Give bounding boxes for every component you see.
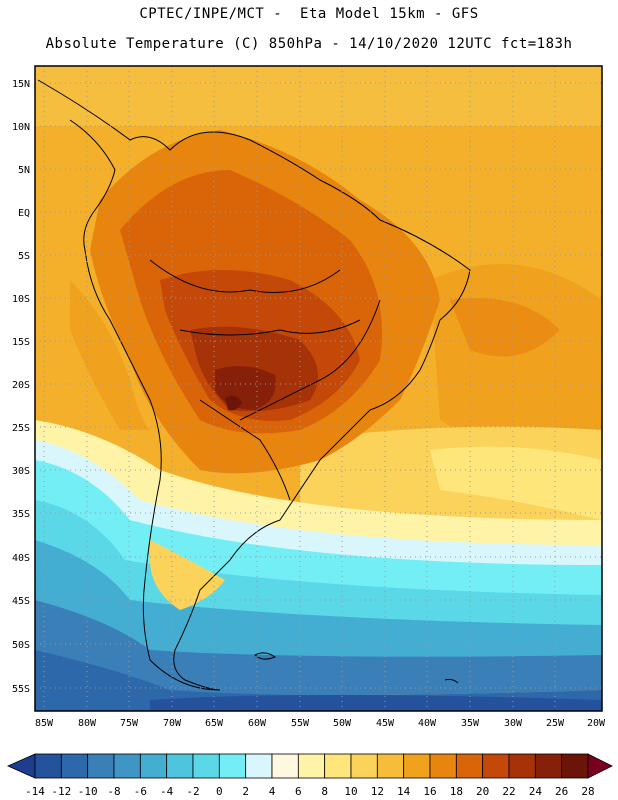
- lat-label: 10N: [12, 122, 30, 133]
- longitude-axis: 85W 80W 75W 70W 65W 60W 55W 50W 45W 40W …: [35, 718, 606, 729]
- lon-label: 20W: [587, 718, 606, 729]
- colorbar-swatch: [508, 753, 536, 779]
- lat-label: 45S: [12, 596, 30, 607]
- colorbar-swatch: [455, 753, 484, 779]
- colorbar-swatch: [403, 753, 431, 779]
- colorbar-label: 12: [371, 785, 384, 798]
- colorbar-swatch: [324, 753, 352, 779]
- colorbar-swatch: [245, 753, 273, 779]
- lon-label: 40W: [418, 718, 437, 729]
- lat-label: 40S: [12, 553, 30, 564]
- lon-label: 70W: [163, 718, 182, 729]
- lat-label: EQ: [18, 208, 30, 219]
- colorbar-swatch: [350, 753, 378, 779]
- colorbar: -14 -12 -10 -8 -6 -4 -2 0 2 4 6 8 10 12 14 16 18 20 22 24 26…: [7, 753, 613, 798]
- colorbar-swatch: [376, 753, 405, 779]
- colorbar-label: 16: [423, 785, 436, 798]
- colorbar-swatch: [166, 753, 194, 779]
- colorbar-label: 28: [581, 785, 594, 798]
- coastlines: [37, 79, 471, 691]
- colorbar-label: -4: [160, 785, 174, 798]
- lon-label: 75W: [120, 718, 139, 729]
- latitude-axis: 15N 10N 5N EQ 5S 10S 15S 20S 25S 30S 35S…: [12, 79, 30, 695]
- colorbar-swatch: [534, 753, 563, 779]
- colorbar-label: 8: [321, 785, 328, 798]
- colorbar-left-arrow: [7, 753, 36, 779]
- colorbar-label: 10: [344, 785, 357, 798]
- lat-label: 20S: [12, 380, 30, 391]
- lat-label: 10S: [12, 294, 30, 305]
- lon-label: 80W: [78, 718, 97, 729]
- lat-label: 15S: [12, 337, 30, 348]
- colorbar-label: 0: [216, 785, 223, 798]
- colorbar-label: 24: [529, 785, 543, 798]
- lat-label: 5N: [18, 165, 30, 176]
- colorbar-swatch: [218, 753, 247, 779]
- colorbar-label: -6: [134, 785, 147, 798]
- temperature-field: [35, 66, 602, 711]
- lat-label: 15N: [12, 79, 30, 90]
- lon-label: 25W: [546, 718, 565, 729]
- colorbar-label: 6: [295, 785, 302, 798]
- lat-label: 5S: [18, 251, 30, 262]
- colorbar-label: -8: [107, 785, 120, 798]
- colorbar-label: 20: [476, 785, 489, 798]
- colorbar-label: -10: [78, 785, 98, 798]
- colorbar-swatch: [297, 753, 326, 779]
- colorbar-label: 22: [502, 785, 515, 798]
- lon-label: 65W: [205, 718, 224, 729]
- colorbar-label: 2: [242, 785, 249, 798]
- lat-label: 35S: [12, 509, 30, 520]
- map-title-line-2: Absolute Temperature (C) 850hPa - 14/10/…: [45, 36, 573, 52]
- colorbar-swatch: [60, 753, 89, 779]
- colorbar-label: -12: [51, 785, 71, 798]
- colorbar-swatch: [113, 753, 141, 779]
- lat-label: 25S: [12, 423, 30, 434]
- lon-label: 30W: [504, 718, 523, 729]
- lat-label: 55S: [12, 684, 30, 695]
- colorbar-swatch: [34, 753, 62, 779]
- colorbar-swatch: [192, 753, 220, 779]
- map-frame: [34, 65, 603, 712]
- lon-label: 85W: [35, 718, 54, 729]
- lon-label: 45W: [376, 718, 395, 729]
- lat-label: 50S: [12, 640, 30, 651]
- colorbar-swatch: [139, 753, 168, 779]
- colorbar-swatch: [429, 753, 457, 779]
- colorbar-label: 26: [555, 785, 568, 798]
- colorbar-swatch: [87, 753, 115, 779]
- lon-label: 35W: [461, 718, 480, 729]
- colorbar-label: 14: [397, 785, 411, 798]
- colorbar-label: 18: [450, 785, 463, 798]
- lon-label: 55W: [291, 718, 310, 729]
- lon-label: 60W: [248, 718, 267, 729]
- colorbar-swatch: [482, 753, 510, 779]
- lon-label: 50W: [333, 718, 352, 729]
- colorbar-right-arrow: [587, 753, 613, 779]
- colorbar-label: -14: [25, 785, 45, 798]
- colorbar-swatch: [561, 753, 589, 779]
- colorbar-label: 4: [269, 785, 276, 798]
- colorbar-swatch: [271, 753, 299, 779]
- lat-label: 30S: [12, 466, 30, 477]
- map-title-line-1: CPTEC/INPE/MCT - Eta Model 15km - GFS: [139, 6, 479, 22]
- colorbar-label: -2: [186, 785, 199, 798]
